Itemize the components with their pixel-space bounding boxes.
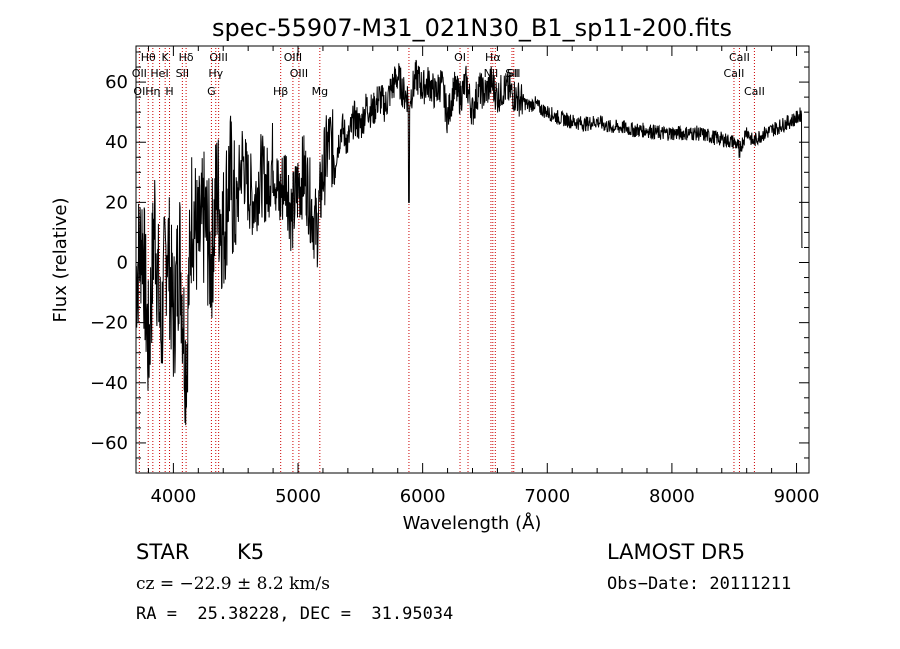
line-marker-label: OI (133, 85, 145, 98)
line-marker-label: Hα (485, 51, 501, 64)
line-marker-label: CaII (744, 85, 765, 98)
line-marker-label: OI (454, 51, 466, 64)
line-marker-label: OIII (290, 67, 308, 80)
x-tick-label: 6000 (400, 486, 446, 507)
line-marker-label: Hγ (208, 67, 223, 80)
line-marker-label: Hη (145, 85, 160, 98)
y-axis-label: Flux (relative) (50, 197, 71, 322)
line-marker-label: G (207, 85, 216, 98)
object-class: STAR (136, 540, 190, 564)
line-marker-label: Hθ (141, 51, 156, 64)
line-marker-label: OIII (284, 51, 302, 64)
line-marker-label: CaII (724, 67, 745, 80)
line-marker-label: SII (176, 67, 189, 80)
axis-ticks: 4000 5000 6000 7000 8000 9000 −60 −40 −20 0 20 40 60 (90, 46, 819, 507)
line-marker-label: OII (132, 67, 147, 80)
x-tick-label: 5000 (275, 486, 321, 507)
y-tick-label: 20 (105, 192, 128, 213)
object-subclass: K5 (237, 540, 265, 564)
line-marker-label: HeI (150, 67, 168, 80)
y-tick-label: 40 (105, 132, 128, 153)
line-marker-label: CaII (729, 51, 750, 64)
line-marker-label: Mg (312, 85, 328, 98)
y-tick-label: 60 (105, 72, 128, 93)
line-marker-label: K (162, 51, 170, 64)
spectrum-line (135, 59, 803, 426)
y-tick-label: 0 (117, 253, 128, 274)
survey-name: LAMOST DR5 (607, 540, 746, 564)
line-marker-label: Hδ (179, 51, 194, 64)
y-tick-label: −20 (90, 313, 128, 334)
chart-title: spec-55907-M31_021N30_B1_sp11-200.fits (212, 14, 732, 42)
redshift-cz: cz = −22.9 ± 8.2 km/s (136, 574, 330, 594)
y-tick-label: −40 (90, 373, 128, 394)
plot-frame (135, 45, 810, 474)
line-marker-label: H (165, 85, 173, 98)
y-tick-label: −60 (90, 433, 128, 454)
line-marker-label: Hβ (273, 85, 288, 98)
x-tick-label: 4000 (150, 486, 196, 507)
x-tick-label: 7000 (524, 486, 570, 507)
line-marker-label: OIII (209, 51, 227, 64)
ra-dec-coordinates: RA = 25.38228, DEC = 31.95034 (136, 604, 454, 624)
observation-date: Obs−Date: 20111211 (607, 574, 792, 594)
x-tick-label: 8000 (649, 486, 695, 507)
x-tick-label: 9000 (774, 486, 820, 507)
x-axis-label: Wavelength (Å) (403, 512, 542, 534)
